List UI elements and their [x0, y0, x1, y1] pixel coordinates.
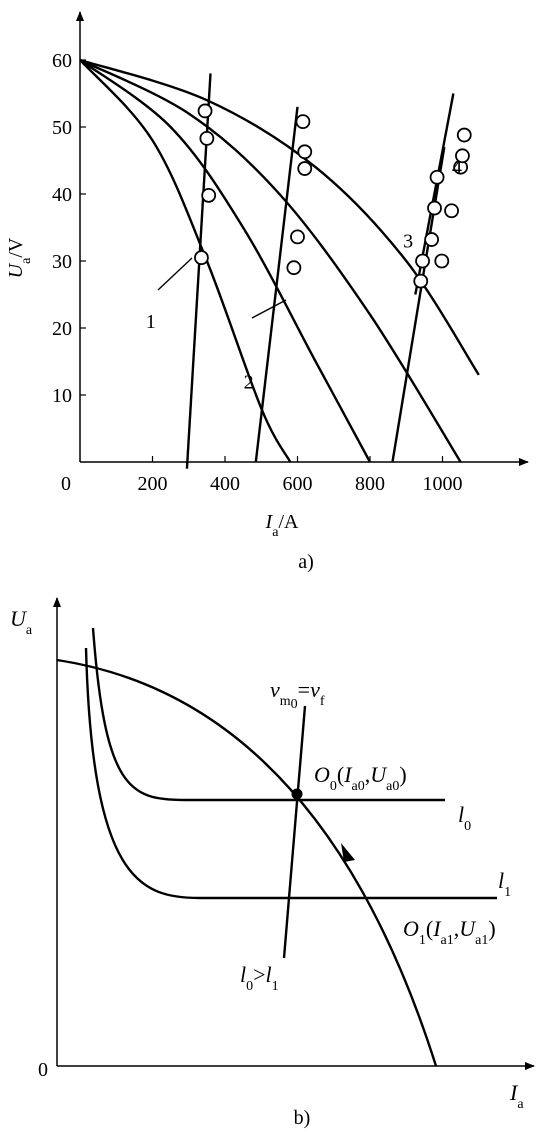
data-point-4-2 — [444, 203, 459, 219]
chart-b-source-curve — [56, 658, 438, 1067]
chart-a-labels: 1 2 3 4 — [146, 157, 462, 393]
x-tick-label-600: 600 — [283, 473, 313, 495]
data-point-3-3 — [424, 232, 440, 247]
leader-line-1 — [157, 257, 193, 291]
series-label-1: 1 — [146, 311, 156, 333]
x-tick-label-800: 800 — [355, 473, 385, 495]
data-point-1-2 — [199, 130, 215, 146]
data-point-3-4 — [427, 200, 442, 216]
y-tick-label-20: 20 — [52, 318, 72, 340]
data-point-3-5 — [429, 169, 445, 185]
chart-a-origin-label: 0 — [61, 473, 71, 495]
chart-a-panel-label: a) — [298, 551, 314, 573]
chart-b-l0-label: l0 — [458, 802, 471, 834]
chart-b-curve-l1 — [84, 647, 497, 900]
source-curve-1 — [79, 59, 292, 463]
chart-b-o0-label: O0(Ia0,Ua0) — [314, 762, 407, 794]
x-tick-label-200: 200 — [138, 473, 168, 495]
data-point-4-1 — [434, 253, 450, 269]
chart-b-l1-label: l1 — [498, 868, 511, 900]
data-point-3-1 — [413, 273, 429, 289]
source-curve-4 — [79, 58, 480, 376]
chart-a-y-axis-label: Ua/V — [5, 237, 34, 278]
chart-b-curve-l0 — [91, 627, 445, 802]
chart-b-origin-label: 0 — [38, 1059, 48, 1081]
x-tick-label-400: 400 — [210, 473, 240, 495]
y-tick-label-10: 10 — [52, 385, 72, 407]
chart-b-comparison-label: l0>l1 — [240, 962, 279, 994]
chart-a-points — [194, 103, 472, 289]
data-point-2-4 — [290, 229, 305, 245]
series-label-4: 4 — [452, 157, 462, 179]
chart-b-y-axis-label: Ua — [10, 606, 33, 638]
fit-line-2 — [254, 106, 299, 463]
chart-a: 200 400 600 800 1000 10 20 30 40 50 60 1 2 3 4 0 Ia/A… — [5, 11, 529, 573]
chart-b-x-axis-label: Ia — [509, 1080, 524, 1112]
data-point-4-5 — [455, 148, 470, 164]
chart-b-panel-label: b) — [294, 1107, 311, 1129]
data-point-2-5 — [286, 260, 302, 276]
chart-b-speed-line — [282, 705, 307, 959]
y-tick-label-60: 60 — [52, 50, 72, 72]
source-curve-2 — [79, 59, 372, 463]
chart-b-operating-point-o0 — [291, 788, 303, 800]
chart-b-direction-arrow — [341, 843, 355, 862]
chart-b-speed-label: vm0=vf — [270, 677, 325, 712]
leader-line-2 — [251, 299, 287, 319]
y-tick-label-30: 30 — [52, 251, 72, 273]
data-point-1-1 — [197, 103, 213, 119]
series-label-3: 3 — [403, 231, 413, 253]
chart-b: Ua Ia 0 vm0=vf O0(Ia0,Ua0) l0 l1 O1(Ia1,… — [10, 597, 535, 1129]
fit-line-3 — [391, 146, 446, 463]
data-point-3-2 — [415, 253, 430, 269]
data-point-2-2 — [297, 144, 313, 160]
chart-a-x-axis-label: Ia/A — [265, 511, 299, 540]
data-point-4-4 — [456, 127, 472, 143]
data-point-1-4 — [194, 250, 209, 266]
chart-b-o1-label: O1(Ia1,Ua1) — [403, 916, 496, 948]
y-tick-label-40: 40 — [52, 184, 72, 206]
data-point-2-3 — [297, 161, 313, 176]
data-point-2-1 — [295, 114, 311, 130]
series-label-2: 2 — [244, 371, 254, 393]
y-tick-label-50: 50 — [52, 117, 72, 139]
data-point-1-3 — [201, 187, 217, 203]
x-tick-label-1000: 1000 — [423, 473, 463, 495]
